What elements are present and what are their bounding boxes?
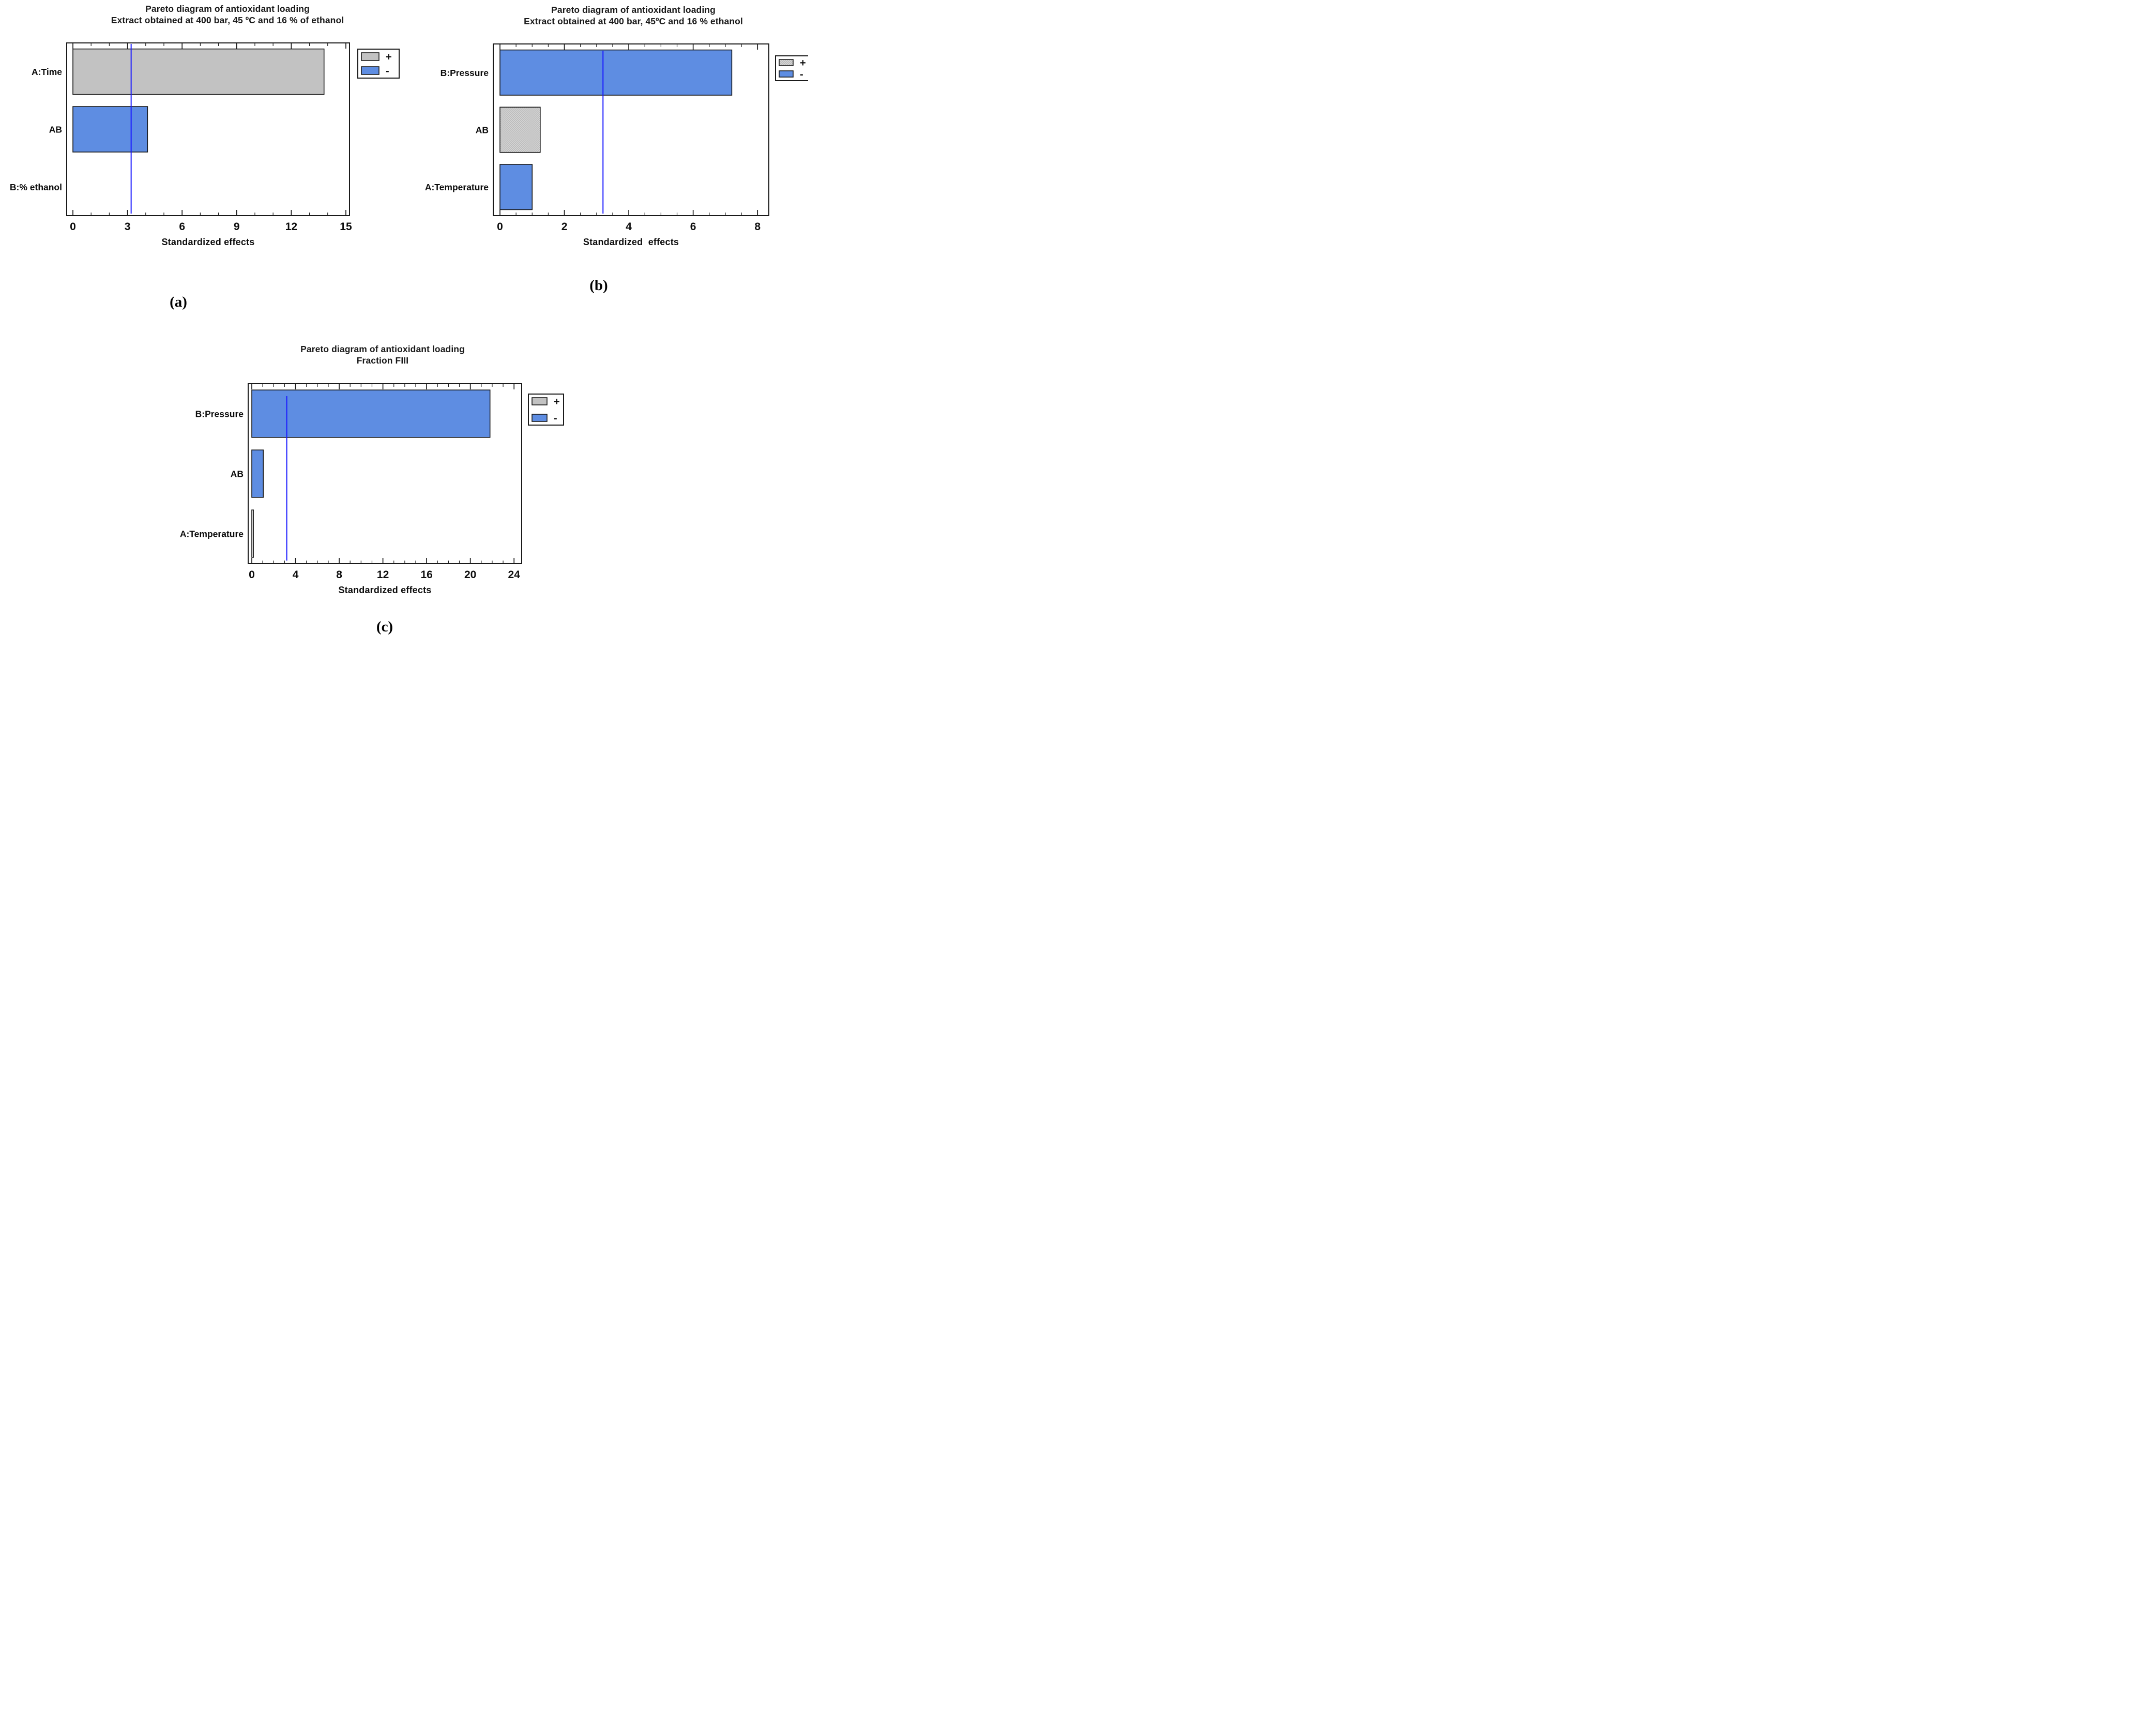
chart-a-title: Pareto diagram of antioxidant loading Ex…: [21, 3, 434, 26]
x-tick-label-24: 24: [508, 569, 521, 581]
chart-c-plot: B:Pressure AB A:Temperature 0 4 8 12 16 20 24 Stan…: [180, 383, 564, 595]
legend-label-plus: +: [554, 396, 560, 407]
pareto-chart-a: Pareto diagram of antioxidant loading Ex…: [0, 0, 808, 645]
x-axis-label: Standardized effects: [583, 237, 679, 247]
legend-box: [528, 394, 564, 426]
chart-a-plot: A:Time AB B:% ethanol 0 3 6 9 12 15 Standardized …: [10, 42, 400, 247]
chart-b-caption: (b): [589, 277, 608, 294]
x-tick-label-4: 4: [626, 221, 632, 233]
bar-ab: [251, 449, 264, 498]
x-tick-label-12: 12: [377, 569, 389, 581]
bar-b-pressure: [499, 49, 733, 96]
legend-swatch-plus: [779, 59, 794, 66]
x-tick-label-0: 0: [249, 569, 255, 581]
x-tick-label-6: 6: [690, 221, 696, 233]
x-tick-label-0: 0: [497, 221, 503, 233]
pareto-chart-b: Pareto diagram of antioxidant loading Ex…: [0, 0, 808, 645]
bar-ab: [499, 107, 541, 153]
category-label-ab: AB: [231, 469, 244, 479]
legend-swatch-plus: [532, 397, 548, 405]
chart-a-caption: (a): [170, 294, 187, 310]
bar-ab: [72, 106, 148, 153]
legend-label-minus: -: [800, 69, 803, 80]
x-tick-label-3: 3: [125, 221, 131, 233]
legend-swatch-plus: [361, 52, 379, 61]
x-tick-label-4: 4: [293, 569, 299, 581]
category-label-b-pressure: B:Pressure: [195, 409, 244, 419]
bar-b-pressure: [251, 389, 491, 438]
x-tick-label-6: 6: [179, 221, 185, 233]
chart-c-caption: (c): [376, 618, 393, 635]
chart-c-title-line2: Fraction FIII: [356, 355, 409, 366]
legend-box: [775, 55, 808, 81]
pareto-chart-c: Pareto diagram of antioxidant loading Fr…: [0, 0, 808, 645]
x-tick-label-2: 2: [561, 221, 568, 233]
chart-a-title-line2: Extract obtained at 400 bar, 45 ºC and 1…: [111, 15, 344, 25]
legend-label-plus: +: [386, 52, 392, 63]
category-label-b-pressure: B:Pressure: [441, 68, 489, 78]
x-tick-label-8: 8: [336, 569, 342, 581]
plot-border: [248, 383, 522, 564]
legend-label-minus: -: [386, 66, 389, 77]
legend-label-minus: -: [554, 413, 557, 424]
x-tick-label-20: 20: [464, 569, 476, 581]
x-tick-label-9: 9: [234, 221, 240, 233]
category-label-b-ethanol: B:% ethanol: [10, 182, 62, 192]
category-label-ab: AB: [49, 125, 62, 135]
legend-box: [357, 49, 400, 79]
chart-c-title-line1: Pareto diagram of antioxidant loading: [300, 344, 465, 354]
bar-a-temperature: [251, 509, 254, 558]
bar-a-temperature: [499, 164, 533, 210]
plot-border: [66, 42, 350, 216]
chart-b-plot: B:Pressure AB A:Temperature 0 2 4 6 8 Standardiz…: [425, 43, 808, 247]
legend-label-plus: +: [800, 57, 806, 69]
category-label-ab: AB: [476, 125, 489, 135]
plot-border: [493, 43, 769, 216]
bar-a-time: [72, 48, 325, 95]
legend-swatch-minus: [361, 66, 379, 75]
x-axis-label: Standardized effects: [161, 237, 254, 247]
legend-swatch-minus: [779, 70, 794, 78]
category-label-a-temperature: A:Temperature: [180, 529, 244, 539]
x-tick-label-8: 8: [754, 221, 761, 233]
x-tick-label-16: 16: [420, 569, 432, 581]
x-axis-label: Standardized effects: [338, 585, 431, 595]
x-tick-label-0: 0: [70, 221, 76, 233]
figure-canvas: Pareto diagram of antioxidant loading Ex…: [0, 0, 808, 645]
category-label-a-temperature: A:Temperature: [425, 182, 489, 192]
chart-b-title-line1: Pareto diagram of antioxidant loading: [551, 5, 716, 15]
chart-b-title-line2: Extract obtained at 400 bar, 45ºC and 16…: [524, 16, 743, 26]
category-label-a-time: A:Time: [32, 67, 62, 77]
chart-b-title: Pareto diagram of antioxidant loading Ex…: [442, 4, 808, 27]
legend-swatch-minus: [532, 414, 548, 422]
chart-c-title: Pareto diagram of antioxidant loading Fr…: [202, 343, 564, 366]
x-tick-label-15: 15: [340, 221, 352, 233]
chart-a-title-line1: Pareto diagram of antioxidant loading: [145, 4, 310, 14]
x-tick-label-12: 12: [285, 221, 297, 233]
